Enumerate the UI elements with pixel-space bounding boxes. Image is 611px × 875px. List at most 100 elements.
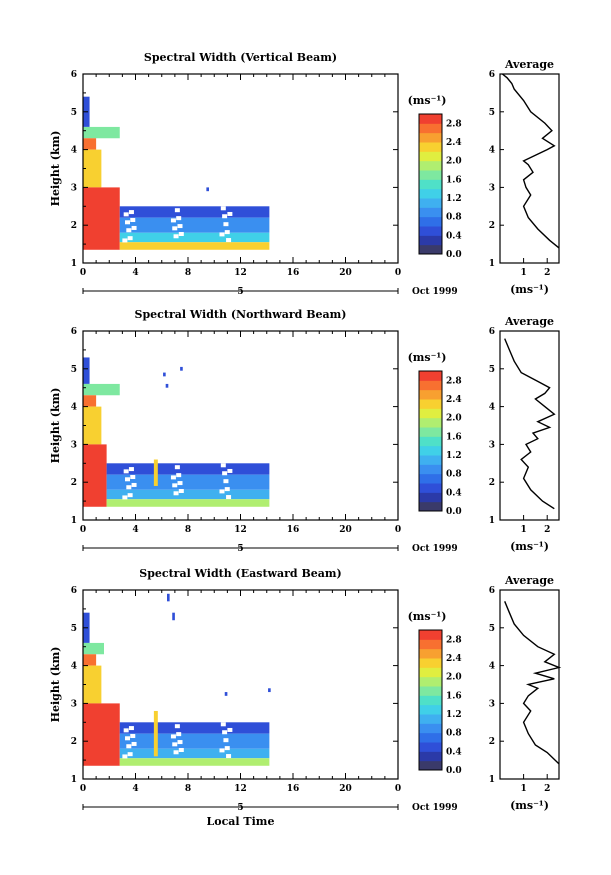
panel-2: Spectral Width (Northward Beam)123456Hei… xyxy=(49,308,560,554)
average-title: Average xyxy=(504,58,554,71)
average-x-tick-label: 2 xyxy=(544,784,550,794)
colorbar-swatch xyxy=(419,160,442,171)
heatmap-cell xyxy=(119,206,270,218)
colorbar-tick-label: 1.2 xyxy=(446,451,462,461)
heatmap-cell xyxy=(83,654,97,666)
data-gap xyxy=(219,748,225,753)
y-tick-label: 4 xyxy=(71,146,77,156)
average-frame xyxy=(499,73,560,264)
y-tick-label: 4 xyxy=(71,662,77,672)
average-y-tick-label: 1 xyxy=(489,775,495,785)
data-gap xyxy=(130,218,136,223)
chart-title: Spectral Width (Vertical Beam) xyxy=(144,51,337,64)
heatmap-cell xyxy=(165,383,169,388)
y-axis-label: Height (km) xyxy=(49,131,62,207)
heatmap-cell xyxy=(83,444,107,507)
data-gap xyxy=(172,742,178,747)
colorbar-swatch xyxy=(419,132,442,143)
heatmap-cell xyxy=(206,187,209,192)
data-gap xyxy=(128,210,134,215)
data-gap xyxy=(126,485,132,490)
data-gap xyxy=(178,232,184,237)
x-tick-label: 4 xyxy=(132,525,138,535)
colorbar-swatch xyxy=(419,501,442,512)
colorbar-swatch xyxy=(419,686,442,696)
data-gap xyxy=(227,211,233,216)
average-y-tick-label: 3 xyxy=(489,699,495,709)
x-tick-label: 0 xyxy=(80,525,86,535)
y-tick-label: 3 xyxy=(71,440,77,450)
colorbar-unit: (ms⁻¹) xyxy=(408,351,447,364)
x-tick-label: 0 xyxy=(80,268,86,278)
colorbar-swatch xyxy=(419,639,442,650)
data-gap xyxy=(172,483,178,488)
colorbar-tick-label: 0.0 xyxy=(446,507,462,517)
colorbar-tick-label: 0.4 xyxy=(446,488,462,498)
date-label: Oct 1999 xyxy=(412,287,458,297)
colorbar-tick-label: 0.8 xyxy=(446,729,462,739)
heatmap-cell xyxy=(180,366,183,371)
colorbar-tick-label: 0.8 xyxy=(446,213,462,223)
average-y-tick-label: 3 xyxy=(489,440,495,450)
colorbar-tick-label: 2.8 xyxy=(446,635,462,645)
heatmap-cell xyxy=(106,474,270,490)
data-gap xyxy=(226,754,232,759)
data-gap xyxy=(128,467,134,472)
y-tick-label: 2 xyxy=(71,737,77,747)
data-gap xyxy=(226,495,232,500)
colorbar-unit: (ms⁻¹) xyxy=(408,94,447,107)
heatmap-cell xyxy=(83,665,102,704)
data-gap xyxy=(125,477,130,482)
data-gap xyxy=(177,481,183,486)
heatmap-cell xyxy=(119,758,270,766)
y-tick-label: 2 xyxy=(71,478,77,488)
average-y-tick-label: 5 xyxy=(489,624,495,634)
x-tick-label: 16 xyxy=(287,268,300,278)
colorbar-swatch xyxy=(419,399,442,409)
colorbar-tick-label: 1.2 xyxy=(446,194,462,204)
average-x-tick-label: 1 xyxy=(520,268,526,278)
colorbar-swatch xyxy=(419,455,442,465)
colorbar-swatch xyxy=(419,732,442,743)
average-y-tick-label: 2 xyxy=(489,737,495,747)
data-gap xyxy=(122,238,128,243)
data-gap xyxy=(220,722,226,727)
heatmap-cell xyxy=(163,372,166,377)
data-gap xyxy=(170,475,176,480)
colorbar-swatch xyxy=(419,760,442,771)
heatmap-cell xyxy=(83,149,102,188)
data-gap xyxy=(170,734,176,739)
colorbar-swatch xyxy=(419,630,442,640)
average-y-tick-label: 2 xyxy=(489,221,495,231)
data-gap xyxy=(131,482,137,487)
colorbar-swatch xyxy=(419,723,442,734)
day-label: 5 xyxy=(237,544,243,554)
heatmap-cell xyxy=(83,126,120,139)
y-tick-label: 5 xyxy=(71,108,77,118)
data-gap xyxy=(226,238,232,243)
y-tick-label: 1 xyxy=(71,516,77,526)
data-gap xyxy=(219,232,225,237)
colorbar-tick-label: 0.4 xyxy=(446,747,462,757)
heatmap-cell xyxy=(83,406,102,445)
x-tick-label: 12 xyxy=(234,525,247,535)
y-tick-label: 6 xyxy=(71,70,77,80)
colorbar-tick-label: 2.4 xyxy=(446,395,462,405)
average-x-tick-label: 1 xyxy=(520,784,526,794)
data-gap xyxy=(176,473,182,478)
colorbar-swatch xyxy=(419,170,442,180)
y-tick-label: 3 xyxy=(71,699,77,709)
colorbar-swatch xyxy=(419,380,442,391)
heatmap-cell xyxy=(119,242,270,250)
data-gap xyxy=(123,469,129,474)
average-y-tick-label: 5 xyxy=(489,108,495,118)
heatmap-cell xyxy=(119,748,270,759)
colorbar-swatch xyxy=(419,464,442,475)
data-gap xyxy=(123,212,129,217)
data-gap xyxy=(123,728,129,733)
x-tick-label: 16 xyxy=(287,784,300,794)
panel-1: Spectral Width (Vertical Beam)123456Heig… xyxy=(49,51,560,297)
day-label: 5 xyxy=(237,803,243,813)
average-x-label: (ms⁻¹) xyxy=(510,799,549,812)
average-y-tick-label: 1 xyxy=(489,259,495,269)
